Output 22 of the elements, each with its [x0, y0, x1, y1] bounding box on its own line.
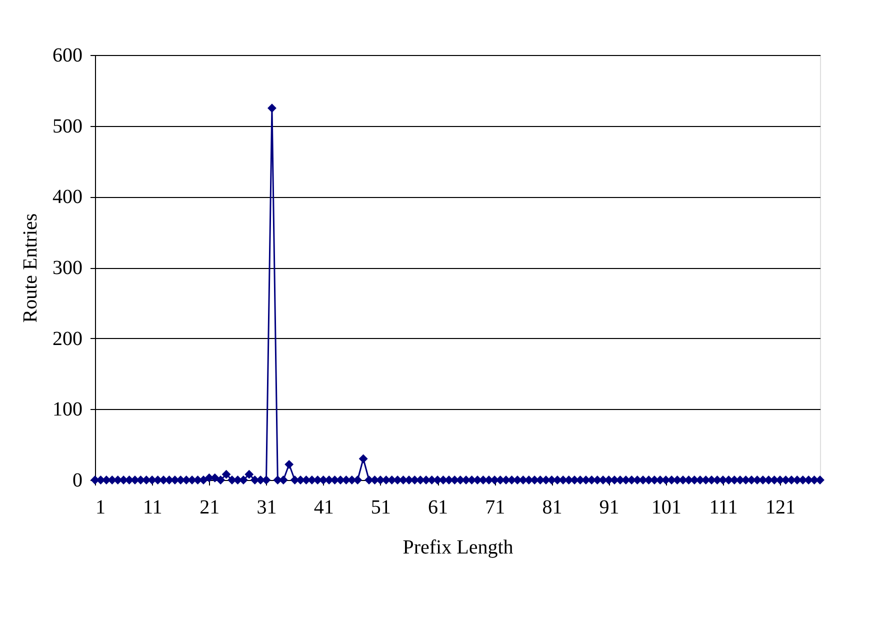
x-tick-label: 61: [428, 496, 448, 518]
x-axis-title: Prefix Length: [402, 536, 514, 558]
y-tick-label: 300: [52, 257, 82, 279]
x-tick-label: 91: [599, 496, 620, 518]
y-tick-label: 200: [52, 328, 82, 350]
x-tick-label: 81: [542, 496, 562, 518]
y-tick-label: 400: [52, 186, 82, 208]
x-tick-label: 11: [142, 496, 162, 518]
y-tick-label: 100: [52, 398, 82, 421]
x-tick-label: 51: [370, 496, 391, 518]
x-tick-label: 121: [766, 496, 796, 518]
y-tick-label: 600: [52, 44, 82, 66]
x-tick-label: 111: [709, 496, 738, 518]
x-tick-label: 21: [200, 496, 220, 518]
y-axis-title: Route Entries: [20, 213, 42, 323]
x-tick-label: 71: [485, 496, 506, 518]
x-tick-label: 1: [96, 496, 106, 518]
x-tick-label: 31: [256, 496, 277, 518]
y-tick-label: 0: [72, 470, 82, 492]
x-tick-label: 101: [651, 496, 682, 518]
x-tick-label: 41: [314, 496, 334, 518]
y-tick-label: 500: [52, 115, 82, 138]
